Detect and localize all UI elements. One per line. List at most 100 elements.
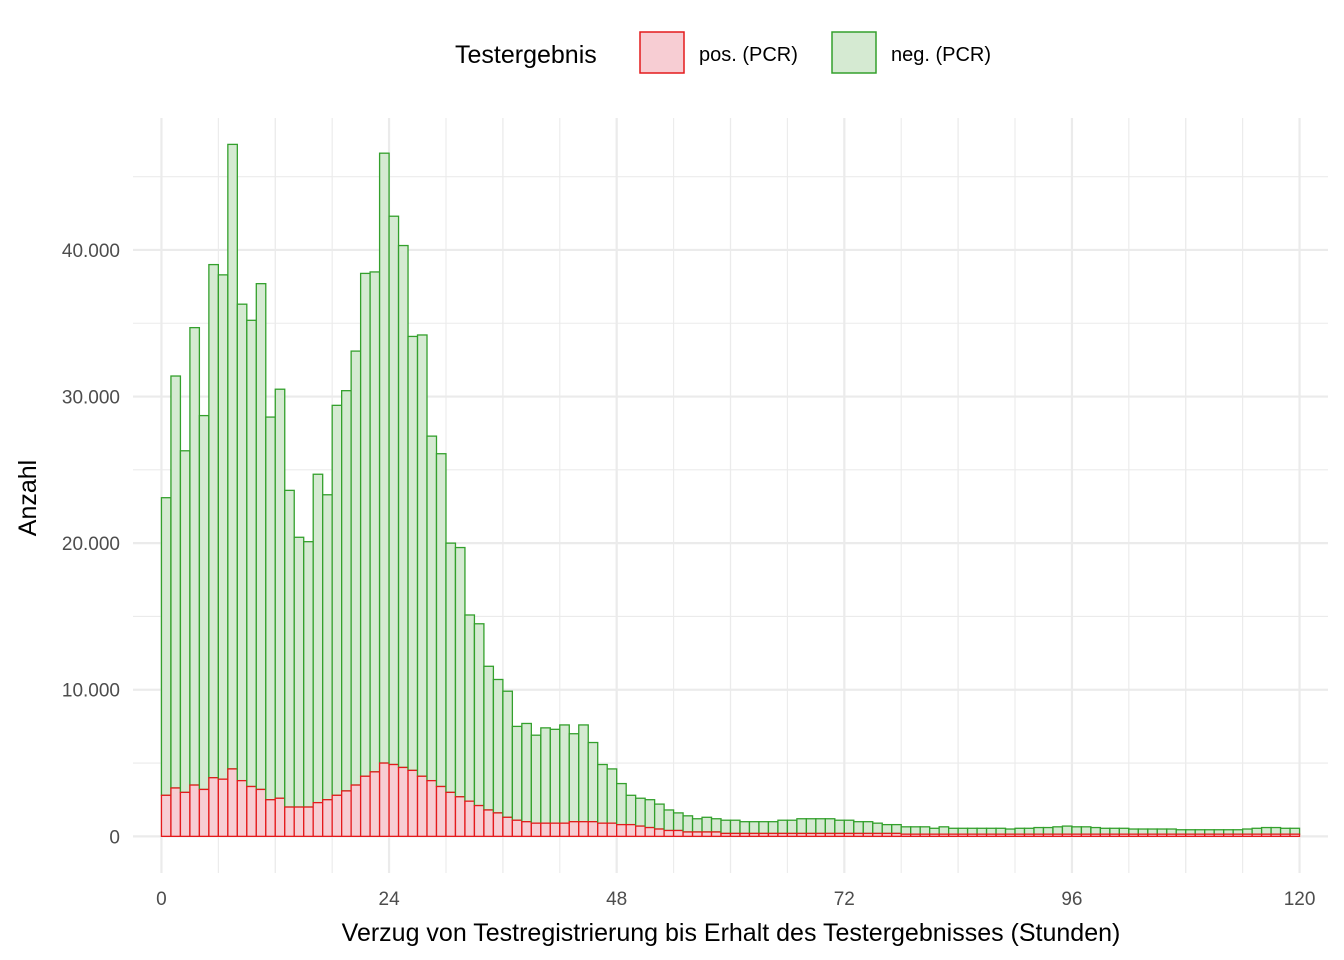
- bar-pos: [805, 832, 817, 837]
- bar-pos: [1223, 833, 1234, 837]
- bar-pos: [454, 796, 466, 837]
- bar-neg: [1251, 827, 1263, 835]
- bar-pos: [616, 823, 627, 837]
- bar-pos: [1194, 833, 1206, 837]
- bar-neg: [208, 263, 220, 779]
- bar-pos: [606, 822, 618, 837]
- bar-pos: [265, 799, 276, 837]
- bar-neg: [587, 741, 599, 823]
- bar-neg: [1279, 827, 1291, 835]
- bar-neg: [625, 794, 637, 826]
- bar-neg: [663, 809, 675, 832]
- bar-pos: [815, 832, 826, 837]
- x-tick-label: 24: [379, 889, 401, 910]
- bar-pos: [1289, 833, 1301, 837]
- bar-pos: [416, 775, 428, 837]
- x-tick-label: 120: [1284, 889, 1316, 910]
- bar-pos: [1014, 833, 1026, 837]
- bar-neg: [1099, 827, 1111, 835]
- bar-pos: [350, 784, 362, 837]
- bar-pos: [1156, 833, 1168, 837]
- bar-neg: [1194, 829, 1206, 835]
- bar-pos: [1128, 833, 1139, 837]
- bar-pos: [957, 833, 969, 837]
- y-tick-label: 10.000: [62, 681, 120, 702]
- bar-neg: [758, 821, 770, 835]
- bar-neg: [502, 690, 514, 818]
- bar-pos: [834, 832, 845, 837]
- bar-pos: [891, 832, 902, 837]
- bar-pos: [929, 833, 940, 837]
- bar-pos: [407, 769, 419, 837]
- bar-pos: [1166, 833, 1177, 837]
- bar-neg: [1147, 828, 1158, 835]
- bar-pos: [1241, 833, 1253, 837]
- bar-neg: [511, 725, 523, 821]
- bar-neg: [748, 821, 760, 835]
- bar-pos: [682, 831, 694, 837]
- bar-neg: [900, 826, 912, 835]
- bar-pos: [947, 833, 959, 837]
- bar-pos: [1004, 833, 1016, 837]
- bar-neg: [359, 272, 371, 777]
- bar-neg: [445, 542, 457, 794]
- bar-pos: [900, 833, 912, 837]
- bar-neg: [492, 678, 504, 814]
- bar-neg: [189, 326, 201, 786]
- bar-neg: [1137, 828, 1149, 835]
- legend-label-neg: neg. (PCR): [891, 44, 991, 66]
- bar-neg: [729, 819, 741, 835]
- bar-neg: [559, 724, 570, 824]
- bar-pos: [1109, 833, 1120, 837]
- bar-pos: [473, 804, 485, 837]
- bar-neg: [701, 816, 713, 833]
- bar-neg: [1033, 826, 1045, 835]
- bar-pos: [397, 766, 409, 837]
- bar-neg: [473, 623, 485, 807]
- legend-key-neg: [831, 31, 877, 74]
- bar-neg: [198, 414, 210, 791]
- bar-neg: [919, 826, 931, 835]
- bar-pos: [976, 833, 988, 837]
- bar-neg: [1166, 828, 1177, 835]
- bar-neg: [416, 334, 428, 777]
- bar-pos: [511, 819, 523, 837]
- bar-pos: [587, 821, 599, 837]
- bar-pos: [739, 832, 751, 837]
- bar-pos: [303, 806, 314, 837]
- bar-pos: [378, 762, 390, 837]
- bar-neg: [1260, 826, 1272, 835]
- bar-neg: [995, 827, 1007, 835]
- bar-pos: [853, 832, 864, 837]
- bar-neg: [1004, 828, 1016, 835]
- bar-pos: [786, 832, 798, 837]
- bar-pos: [919, 833, 931, 837]
- legend-key-pos: [639, 31, 685, 74]
- bar-neg: [872, 822, 883, 835]
- bar-neg: [1223, 829, 1234, 835]
- x-tick-label: 0: [156, 889, 167, 910]
- bar-pos: [644, 826, 656, 837]
- bar-pos: [388, 763, 400, 837]
- bar-neg: [805, 818, 817, 835]
- bar-pos: [597, 822, 608, 837]
- bar-pos: [872, 832, 883, 837]
- bar-pos: [1080, 833, 1092, 837]
- y-tick-label: 40.000: [62, 241, 120, 262]
- y-tick-label: 0: [109, 827, 120, 848]
- bar-pos: [1204, 833, 1215, 837]
- bar-neg: [1204, 829, 1215, 835]
- bar-pos: [1099, 833, 1111, 837]
- bar-neg: [843, 819, 855, 835]
- bar-neg: [1156, 828, 1168, 835]
- bar-pos: [938, 833, 950, 837]
- bar-neg: [246, 319, 257, 788]
- bar-pos: [1279, 833, 1291, 837]
- bar-neg: [720, 819, 732, 835]
- bar-neg: [530, 734, 542, 824]
- bar-pos: [729, 832, 741, 837]
- bar-neg: [1241, 828, 1253, 835]
- bar-pos: [966, 833, 978, 837]
- bar-neg: [521, 722, 532, 823]
- bar-pos: [758, 832, 770, 837]
